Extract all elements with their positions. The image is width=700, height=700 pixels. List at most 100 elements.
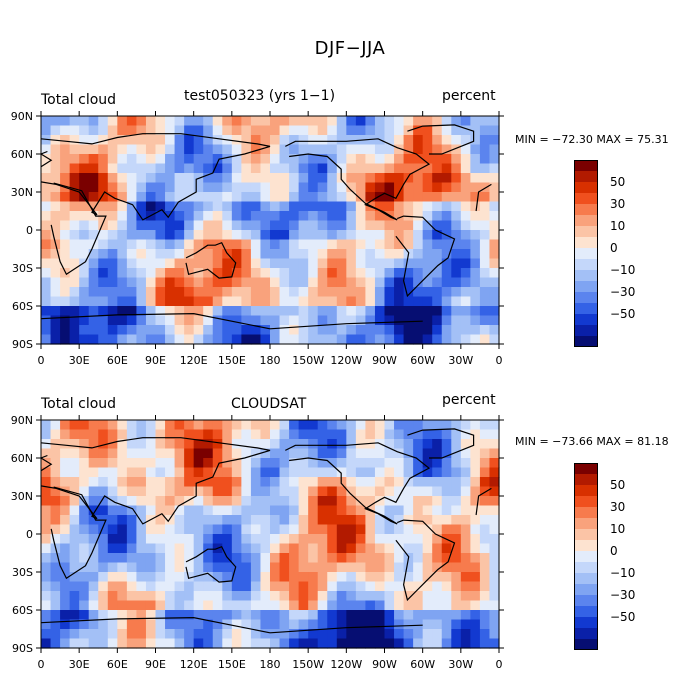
heatmap-cell	[365, 629, 376, 640]
heatmap-cell	[346, 201, 357, 212]
heatmap-cell	[60, 420, 71, 431]
heatmap-cell	[317, 249, 328, 260]
heatmap-cell	[145, 173, 157, 184]
heatmap-cell	[60, 135, 71, 146]
heatmap-cell	[184, 543, 195, 554]
heatmap-cell	[250, 505, 262, 516]
heatmap-cell	[451, 505, 462, 516]
heatmap-cell	[489, 211, 500, 222]
heatmap-cell	[136, 306, 147, 317]
heatmap-cell	[241, 220, 252, 231]
heatmap-cell	[41, 135, 52, 146]
heatmap-cell	[107, 448, 118, 459]
x-tick-label: 120E	[180, 354, 208, 367]
heatmap-cell	[107, 125, 118, 136]
heatmap-cell	[460, 258, 471, 269]
heatmap-cell	[126, 505, 138, 516]
heatmap-cell	[336, 448, 347, 459]
heatmap-cell	[336, 467, 347, 478]
x-tick-label: 150E	[218, 658, 246, 671]
heatmap-cell	[60, 315, 71, 326]
heatmap-cell	[365, 211, 376, 222]
heatmap-cell	[479, 268, 491, 279]
heatmap-cell	[289, 258, 300, 269]
heatmap-cell	[165, 135, 176, 146]
heatmap-cell	[241, 610, 252, 621]
heatmap-cell	[470, 296, 481, 307]
heatmap-cell	[384, 429, 395, 440]
heatmap-cell	[231, 619, 242, 630]
heatmap-cell	[451, 562, 462, 573]
heatmap-cell	[289, 610, 300, 621]
heatmap-cell	[155, 315, 166, 326]
heatmap-cell	[145, 581, 157, 592]
heatmap-cell	[298, 486, 309, 497]
heatmap-cell	[308, 296, 319, 307]
heatmap-cell	[145, 201, 157, 212]
heatmap-cell	[41, 211, 52, 222]
heatmap-cell	[231, 629, 242, 640]
heatmap-cell	[460, 553, 471, 564]
heatmap-cell	[432, 249, 443, 260]
heatmap-cell	[69, 420, 80, 431]
heatmap-cell	[336, 543, 347, 554]
heatmap-cell	[88, 610, 99, 621]
heatmap-cell	[441, 553, 452, 564]
heatmap-cell	[136, 591, 147, 602]
heatmap-cell	[136, 572, 147, 583]
heatmap-cell	[441, 486, 452, 497]
heatmap-cell	[422, 524, 433, 535]
heatmap-cell	[441, 306, 452, 317]
heatmap-cell	[279, 163, 290, 174]
heatmap-cell	[470, 192, 481, 203]
heatmap-cell	[289, 201, 300, 212]
heatmap-cell	[174, 467, 185, 478]
heatmap-cell	[260, 268, 271, 279]
heatmap-cell	[374, 524, 386, 535]
heatmap-cell	[250, 619, 262, 630]
heatmap-cell	[355, 496, 367, 507]
heatmap-cell	[384, 116, 395, 127]
heatmap-cell	[88, 600, 99, 611]
heatmap-cell	[365, 116, 376, 127]
heatmap-cell	[413, 116, 424, 127]
heatmap-cell	[308, 439, 319, 450]
heatmap-cell	[413, 125, 424, 136]
heatmap-cell	[98, 306, 109, 317]
heatmap-cell	[489, 296, 500, 307]
coastline	[40, 616, 423, 634]
heatmap-cell	[384, 543, 395, 554]
heatmap-cell	[193, 249, 204, 260]
colorbar-swatch	[574, 325, 598, 336]
heatmap-cell	[279, 562, 290, 573]
heatmap-cell	[422, 154, 433, 165]
heatmap-cell	[279, 230, 290, 241]
heatmap-cell	[489, 268, 500, 279]
heatmap-cell	[451, 534, 462, 545]
heatmap-cell	[441, 477, 452, 488]
heatmap-cell	[422, 334, 433, 345]
heatmap-cell	[298, 268, 309, 279]
heatmap-cell	[279, 496, 290, 507]
heatmap-cell	[98, 638, 109, 649]
heatmap-cell	[403, 230, 414, 241]
heatmap-cell	[470, 220, 481, 231]
heatmap-cell	[155, 201, 166, 212]
heatmap-cell	[155, 211, 166, 222]
heatmap-cell	[394, 496, 405, 507]
heatmap-cell	[79, 467, 90, 478]
heatmap-cell	[212, 125, 223, 136]
heatmap-cell	[384, 315, 395, 326]
heatmap-cell	[279, 296, 290, 307]
heatmap-cell	[60, 325, 71, 336]
heatmap-cell	[403, 173, 414, 184]
heatmap-cell	[165, 220, 176, 231]
heatmap-cell	[270, 325, 281, 336]
heatmap-cell	[136, 220, 147, 231]
heatmap-cell	[145, 325, 157, 336]
heatmap-cell	[165, 439, 176, 450]
heatmap-cell	[432, 258, 443, 269]
heatmap-cell	[365, 154, 376, 165]
heatmap-cell	[365, 173, 376, 184]
heatmap-cell	[460, 562, 471, 573]
